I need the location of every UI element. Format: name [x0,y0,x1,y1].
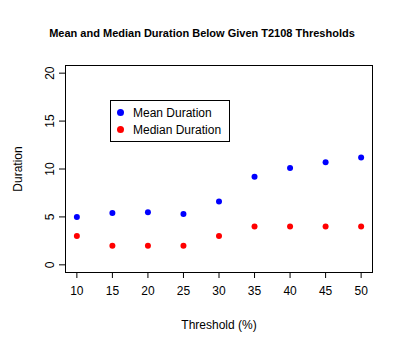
svg-text:25: 25 [177,284,191,298]
svg-text:20: 20 [43,66,57,80]
svg-text:40: 40 [283,284,297,298]
svg-text:10: 10 [43,162,57,176]
svg-text:15: 15 [43,114,57,128]
html-text:Mean and Median Duration Below: Mean and Median Duration Below Given T21… [49,27,355,39]
svg-text:35: 35 [248,284,262,298]
svg-text:0: 0 [43,261,57,268]
html-text:Mean Duration: Mean Duration [133,105,212,120]
svg-text:Threshold (%): Threshold (%) [181,318,256,332]
html-text:Median Duration: Median Duration [133,122,222,137]
svg-text:10: 10 [70,284,84,298]
svg-text:45: 45 [319,284,333,298]
svg-text:20: 20 [141,284,155,298]
svg-text:5: 5 [43,213,57,220]
svg-text:15: 15 [106,284,120,298]
svg-text:30: 30 [212,284,226,298]
svg-text:50: 50 [354,284,368,298]
svg-text:Duration: Duration [11,146,25,191]
